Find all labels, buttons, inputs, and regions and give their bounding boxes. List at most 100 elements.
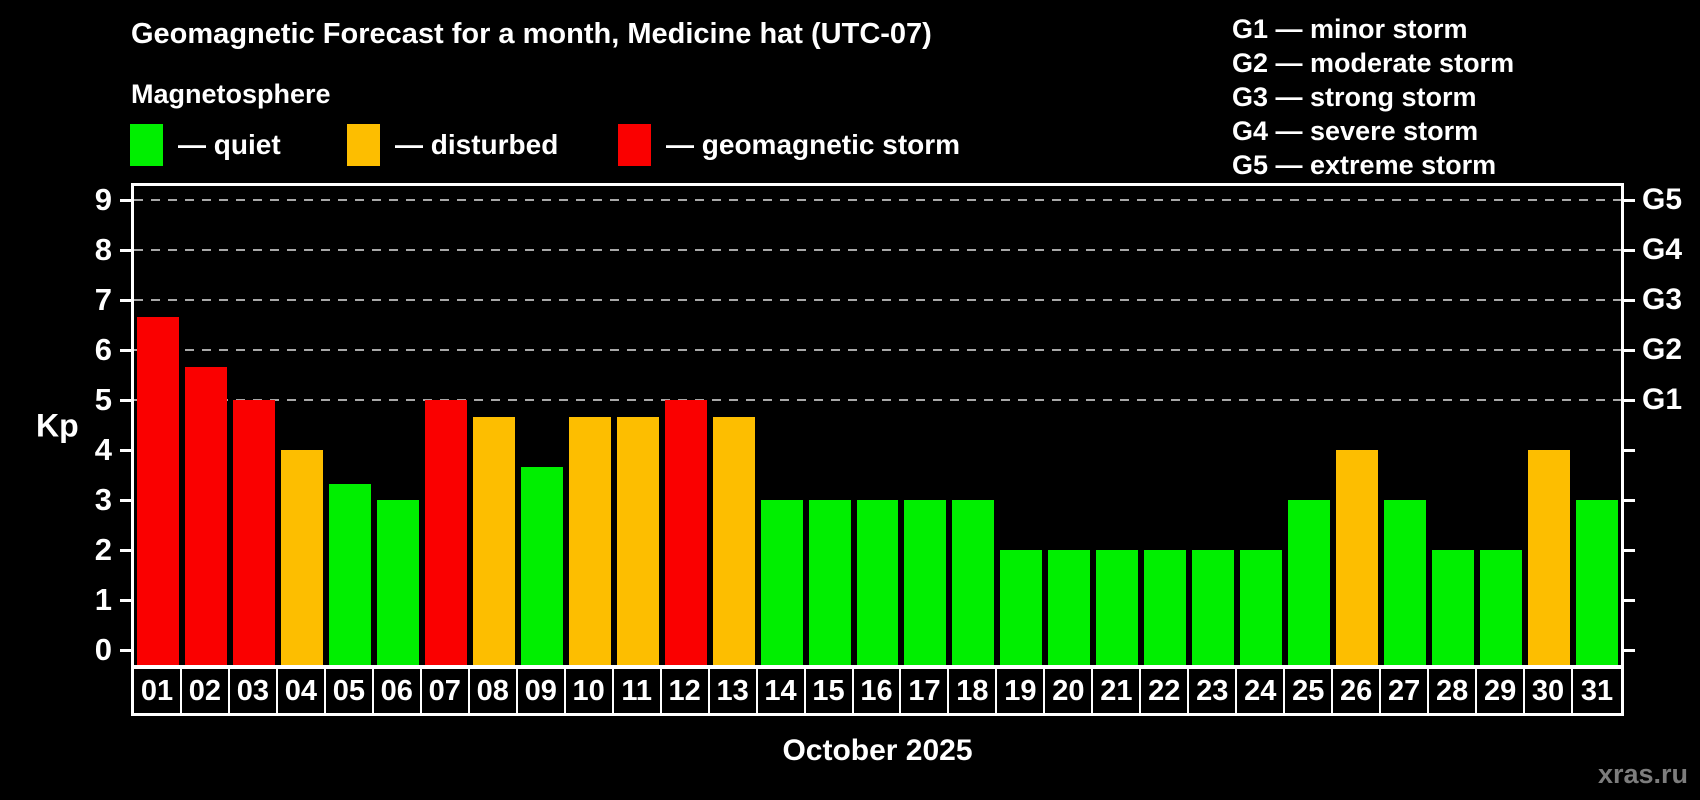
bar-day-14	[760, 500, 803, 665]
page-title: Geomagnetic Forecast for a month, Medici…	[131, 18, 932, 50]
bar-day-22	[1144, 550, 1187, 665]
g-legend-row-g1: G1 — minor storm	[1232, 14, 1468, 44]
day-label-18: 18	[949, 669, 998, 713]
day-label-03: 03	[229, 669, 278, 713]
bar-day-04	[280, 450, 323, 665]
bar-day-19	[1000, 550, 1043, 665]
day-label-31: 31	[1573, 669, 1621, 713]
gridline-kp7	[134, 299, 1621, 301]
storm-swatch-icon	[618, 124, 651, 166]
day-label-04: 04	[277, 669, 326, 713]
bar-day-16	[856, 500, 899, 665]
axis-tick	[120, 299, 131, 302]
axis-tick	[120, 599, 131, 602]
bar-day-17	[904, 500, 947, 665]
bar-day-23	[1192, 550, 1235, 665]
axis-tick	[1624, 449, 1635, 452]
y-tick-label-9: 9	[94, 182, 112, 217]
day-label-14: 14	[757, 669, 806, 713]
legend-item-storm: — geomagnetic storm	[618, 122, 960, 168]
y-tick-label-3: 3	[94, 482, 112, 517]
bar-day-30	[1528, 450, 1571, 665]
day-label-02: 02	[181, 669, 230, 713]
magnetosphere-legend: — quiet — disturbed — geomagnetic storm	[0, 122, 1130, 168]
plot-frame	[131, 183, 1624, 668]
bar-day-15	[808, 500, 851, 665]
day-label-01: 01	[134, 669, 182, 713]
axis-tick	[1624, 549, 1635, 552]
axis-tick	[120, 649, 131, 652]
day-label-06: 06	[373, 669, 422, 713]
day-label-29: 29	[1477, 669, 1526, 713]
axis-tick	[1624, 399, 1635, 402]
g-scale-legend: G1 — minor storm G2 — moderate storm G3 …	[1232, 12, 1514, 182]
day-label-16: 16	[853, 669, 902, 713]
bar-day-18	[952, 500, 995, 665]
day-label-21: 21	[1093, 669, 1142, 713]
axis-tick	[1624, 249, 1635, 252]
gridline-kp8	[134, 249, 1621, 251]
axis-tick	[120, 399, 131, 402]
day-label-15: 15	[805, 669, 854, 713]
y-tick-label-5: 5	[94, 382, 112, 417]
day-label-28: 28	[1429, 669, 1478, 713]
bar-day-05	[328, 483, 371, 665]
bar-day-09	[520, 466, 563, 665]
y-axis-title-kp: Kp	[36, 407, 79, 444]
plot-area	[134, 186, 1621, 665]
bar-day-25	[1288, 500, 1331, 665]
y-tick-label-8: 8	[94, 232, 112, 267]
g-legend-row-g5: G5 — extreme storm	[1232, 150, 1497, 180]
day-label-11: 11	[613, 669, 662, 713]
gridline-kp9	[134, 199, 1621, 201]
bar-day-03	[232, 400, 275, 665]
right-axis-label-g5: G5	[1642, 183, 1683, 216]
axis-tick	[1624, 599, 1635, 602]
y-tick-label-6: 6	[94, 332, 112, 367]
legend-item-quiet: — quiet	[130, 122, 281, 168]
y-tick-label-4: 4	[94, 432, 112, 467]
bar-day-21	[1096, 550, 1139, 665]
subtitle-magnetosphere: Magnetosphere	[131, 79, 331, 109]
day-label-25: 25	[1285, 669, 1334, 713]
axis-tick	[120, 499, 131, 502]
bar-day-20	[1048, 550, 1091, 665]
axis-tick	[120, 199, 131, 202]
axis-tick	[120, 549, 131, 552]
day-label-19: 19	[997, 669, 1046, 713]
day-label-10: 10	[565, 669, 614, 713]
right-axis-label-g1: G1	[1642, 383, 1683, 416]
day-label-17: 17	[901, 669, 950, 713]
g-legend-row-g3: G3 — strong storm	[1232, 82, 1477, 112]
day-label-20: 20	[1045, 669, 1094, 713]
bar-day-08	[472, 416, 515, 665]
day-label-08: 08	[469, 669, 518, 713]
bar-day-29	[1480, 550, 1523, 665]
day-label-24: 24	[1237, 669, 1286, 713]
bar-day-28	[1432, 550, 1475, 665]
day-label-05: 05	[325, 669, 374, 713]
watermark-xras: xras.ru	[1597, 759, 1688, 789]
y-tick-label-0: 0	[94, 632, 112, 667]
y-tick-label-1: 1	[94, 582, 112, 617]
day-label-07: 07	[421, 669, 470, 713]
bar-day-31	[1576, 500, 1618, 665]
bar-day-13	[712, 416, 755, 665]
g-legend-row-g2: G2 — moderate storm	[1232, 48, 1515, 78]
day-label-13: 13	[709, 669, 758, 713]
day-label-22: 22	[1141, 669, 1190, 713]
day-label-23: 23	[1189, 669, 1238, 713]
disturbed-swatch-icon	[347, 124, 380, 166]
x-axis-title: October 2025	[782, 734, 973, 767]
y-tick-label-7: 7	[94, 282, 112, 317]
gridline-kp5	[134, 399, 1621, 401]
bar-day-01	[137, 316, 179, 665]
day-label-12: 12	[661, 669, 710, 713]
g-legend-row-g4: G4 — severe storm	[1232, 116, 1479, 146]
axis-tick	[1624, 499, 1635, 502]
axis-tick	[120, 249, 131, 252]
day-label-09: 09	[517, 669, 566, 713]
axis-tick	[1624, 299, 1635, 302]
x-axis-day-labels: 01 02 03 04 05 06 07 08 09 10 11 12 13 14 15 16 17 18 19 20…	[131, 666, 1624, 716]
